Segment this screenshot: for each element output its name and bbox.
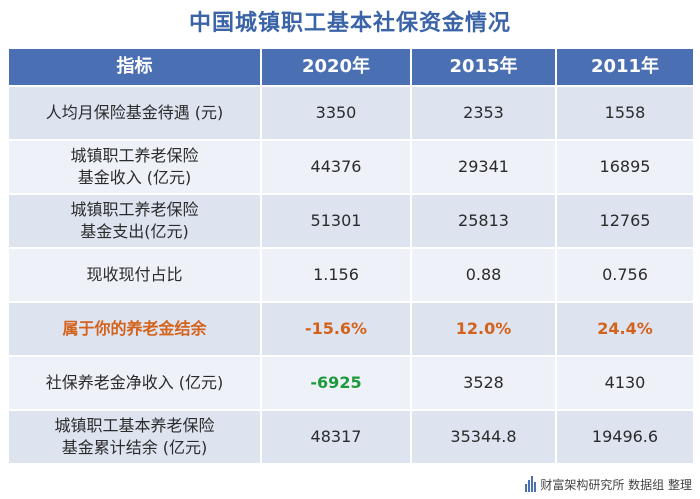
row-label: 属于你的养老金结余 xyxy=(7,301,262,357)
table-row: 现收现付占比 1.156 0.88 0.756 xyxy=(7,247,695,303)
cell-2020: 44376 xyxy=(260,139,412,195)
cell-2011: 4130 xyxy=(555,355,695,411)
cell-2015: 0.88 xyxy=(410,247,557,303)
table-row: 城镇职工养老保险 基金收入 (亿元) 44376 29341 16895 xyxy=(7,139,695,195)
table-row: 社保养老金净收入 (亿元) -6925 3528 4130 xyxy=(7,355,695,411)
header-indicator: 指标 xyxy=(7,47,262,87)
page-title: 中国城镇职工基本社保资金情况 xyxy=(188,11,511,36)
cell-2020: 1.156 xyxy=(260,247,412,303)
cell-2020: -15.6% xyxy=(260,301,412,357)
cell-2011: 12765 xyxy=(555,193,695,249)
cell-2011: 0.756 xyxy=(555,247,695,303)
cell-2020: 48317 xyxy=(260,409,412,465)
cell-2011: 16895 xyxy=(555,139,695,195)
table-row: 人均月保险基金待遇 (元) 3350 2353 1558 xyxy=(7,85,695,141)
row-label: 社保养老金净收入 (亿元) xyxy=(7,355,262,411)
header-2020: 2020年 xyxy=(260,47,412,87)
cell-2015: 3528 xyxy=(410,355,557,411)
cell-2020: -6925 xyxy=(260,355,412,411)
table-row-highlight: 属于你的养老金结余 -15.6% 12.0% 24.4% xyxy=(7,301,695,357)
cell-2020: 51301 xyxy=(260,193,412,249)
cell-2015: 25813 xyxy=(410,193,557,249)
cell-2015: 35344.8 xyxy=(410,409,557,465)
header-2011: 2011年 xyxy=(555,47,695,87)
cell-2015: 12.0% xyxy=(410,301,557,357)
table-row: 城镇职工基本养老保险 基金累计结余 (亿元) 48317 35344.8 1949… xyxy=(7,409,695,465)
social-security-table: 指标 2020年 2015年 2011年 人均月保险基金待遇 (元) 3350 … xyxy=(7,47,695,465)
row-label: 城镇职工养老保险 基金收入 (亿元) xyxy=(7,139,262,195)
header-2015: 2015年 xyxy=(410,47,557,87)
bar-logo-icon xyxy=(525,476,537,492)
cell-2011: 1558 xyxy=(555,85,695,141)
cell-2011: 24.4% xyxy=(555,301,695,357)
cell-2011: 19496.6 xyxy=(555,409,695,465)
row-label: 现收现付占比 xyxy=(7,247,262,303)
table-header-row: 指标 2020年 2015年 2011年 xyxy=(7,47,695,87)
row-label: 城镇职工基本养老保险 基金累计结余 (亿元) xyxy=(7,409,262,465)
row-label: 城镇职工养老保险 基金支出(亿元) xyxy=(7,193,262,249)
cell-2020: 3350 xyxy=(260,85,412,141)
row-label: 人均月保险基金待遇 (元) xyxy=(7,85,262,141)
source-footer: 财富架构研究所 数据组 整理 xyxy=(525,473,692,495)
table-row: 城镇职工养老保险 基金支出(亿元) 51301 25813 12765 xyxy=(7,193,695,249)
cell-2015: 2353 xyxy=(410,85,557,141)
cell-2015: 29341 xyxy=(410,139,557,195)
footer-text: 财富架构研究所 数据组 整理 xyxy=(540,477,692,492)
